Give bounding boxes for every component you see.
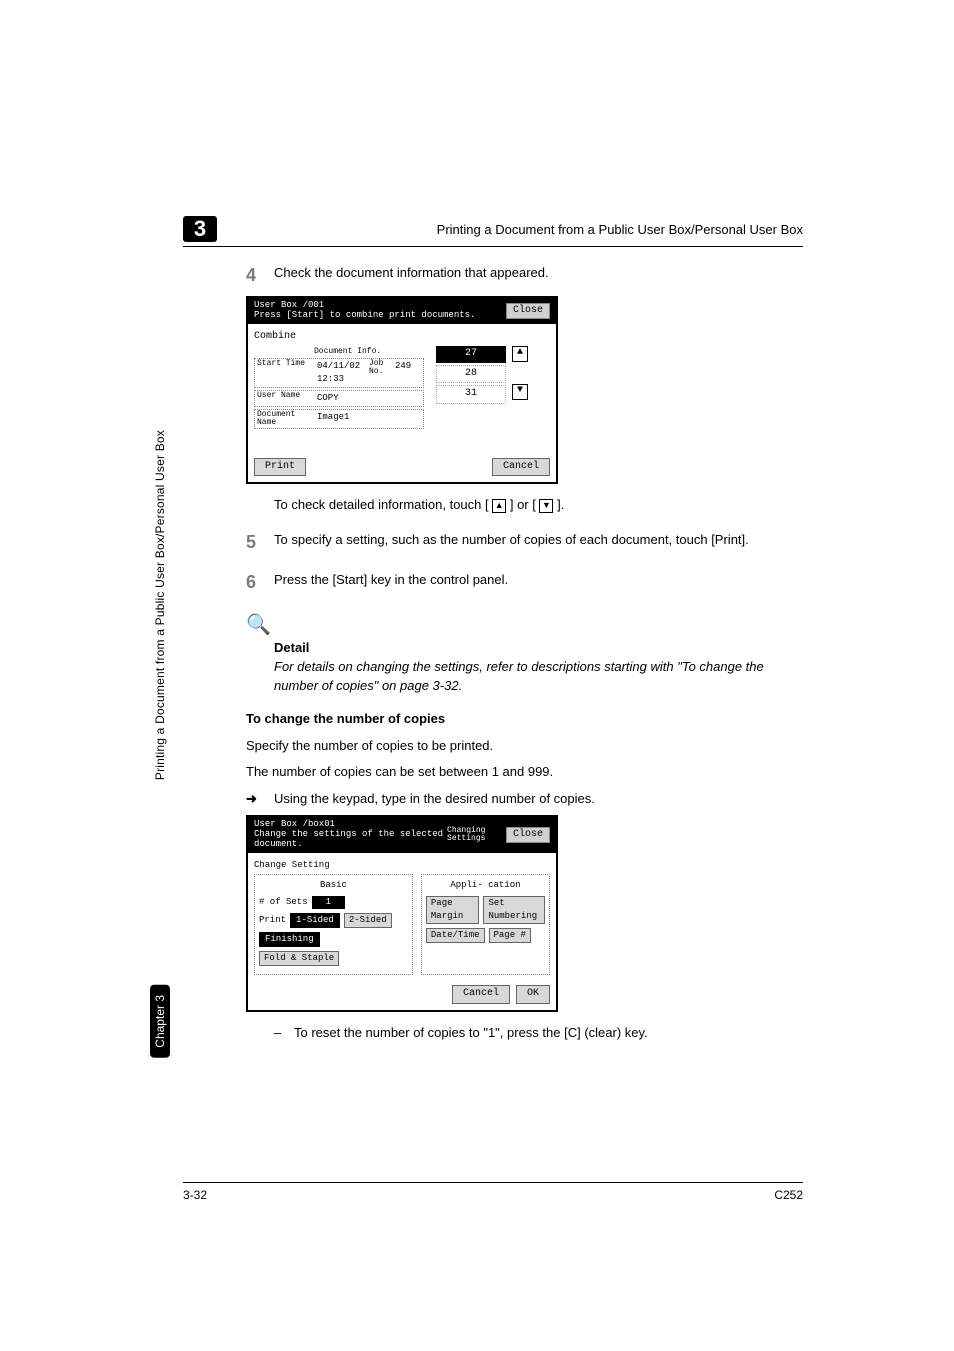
shot2-basic-panel: Basic # of Sets 1 Print 1-Sided 2-Sided …	[254, 874, 413, 975]
step-6: 6 Press the [Start] key in the control p…	[246, 569, 804, 595]
detail-heading: Detail	[274, 639, 804, 658]
subsection-heading: To change the number of copies	[246, 710, 804, 729]
shot1-cancel-button[interactable]: Cancel	[492, 458, 550, 477]
shot2-title-l2: User Box /box01	[254, 819, 335, 829]
shot2-ok-button[interactable]: OK	[516, 985, 550, 1004]
shot2-basic-head: Basic	[259, 879, 408, 892]
shot2-1sided-button[interactable]: 1-Sided	[290, 913, 340, 928]
shot1-up-arrow-icon[interactable]: ▲	[512, 346, 528, 362]
reset-note: – To reset the number of copies to "1", …	[274, 1024, 804, 1043]
side-chapter-pill: Chapter 3	[150, 985, 170, 1058]
shot1-print-button[interactable]: Print	[254, 458, 306, 477]
step-4-number: 4	[246, 262, 274, 288]
shot2-app-head: Appli- cation	[426, 879, 545, 892]
shot1-list-item[interactable]: 31	[436, 385, 506, 404]
arrow-icon: ➜	[246, 790, 274, 809]
page-footer: 3-32 C252	[183, 1188, 803, 1202]
shot2-set-numbering-button[interactable]: Set Numbering	[483, 896, 545, 924]
shot1-combine-label: Combine	[254, 330, 550, 345]
side-section-title: Printing a Document from a Public User B…	[153, 430, 167, 780]
shot2-sets-value[interactable]: 1	[312, 896, 345, 909]
inline-down-arrow-icon: ▼	[539, 499, 553, 513]
inline-up-arrow-icon: ▲	[492, 499, 506, 513]
chapter-badge: 3	[183, 216, 217, 242]
content-area: 4 Check the document information that ap…	[246, 262, 804, 1042]
footer-rule	[183, 1182, 803, 1183]
shot1-title-l1: User Box /001	[254, 300, 324, 310]
header-title: Printing a Document from a Public User B…	[437, 222, 803, 237]
arrow-text: Using the keypad, type in the desired nu…	[274, 790, 595, 809]
footer-page-number: 3-32	[183, 1188, 207, 1202]
shot1-title-l3: Press [Start] to combine print documents…	[254, 310, 475, 320]
shot1-list-item[interactable]: 28	[436, 365, 506, 384]
shot2-cancel-button[interactable]: Cancel	[452, 985, 510, 1004]
screenshot-combine-print: User Box /001 Press [Start] to combine p…	[246, 296, 558, 484]
shot2-date-time-button[interactable]: Date/Time	[426, 928, 485, 943]
shot1-down-arrow-icon[interactable]: ▼	[512, 384, 528, 400]
shot2-print-row: Print 1-Sided 2-Sided	[259, 913, 408, 928]
shot2-application-panel: Appli- cation Page Margin Set Numbering …	[421, 874, 550, 975]
shot2-sets-label: # of Sets	[259, 896, 308, 909]
shot2-title-l3: Change the settings of the selected docu…	[254, 829, 443, 849]
step-5-number: 5	[246, 529, 274, 555]
detail-body: For details on changing the settings, re…	[274, 658, 804, 696]
dash-bullet: –	[274, 1024, 294, 1043]
shot1-titlebar: User Box /001 Press [Start] to combine p…	[248, 298, 556, 324]
shot2-chg-label: Changing Settings	[447, 827, 502, 843]
shot1-close-button[interactable]: Close	[506, 303, 550, 320]
step-4-text: Check the document information that appe…	[274, 262, 549, 288]
step-5-text: To specify a setting, such as the number…	[274, 529, 749, 555]
shot1-docinfo-label: Document Info.	[254, 346, 424, 358]
shot2-change-setting-label: Change Setting	[254, 859, 550, 872]
footer-model: C252	[774, 1188, 803, 1202]
arrow-instruction: ➜ Using the keypad, type in the desired …	[246, 790, 804, 809]
shot1-scroll-arrows: ▲ ▼	[512, 346, 528, 400]
shot1-row-start-time: Start Time 04/11/02 12:33 Job No. 249	[254, 358, 424, 388]
step-4: 4 Check the document information that ap…	[246, 262, 804, 288]
para-specify: Specify the number of copies to be print…	[246, 737, 804, 756]
shot2-2sided-button[interactable]: 2-Sided	[344, 913, 392, 928]
shot1-info-panel: Document Info. Start Time 04/11/02 12:33…	[254, 346, 424, 431]
shot2-page-no-button[interactable]: Page #	[489, 928, 531, 943]
header-rule	[183, 246, 803, 247]
shot1-row-user: User Name COPY	[254, 390, 424, 407]
page-header: 3 Printing a Document from a Public User…	[183, 216, 803, 242]
reset-note-text: To reset the number of copies to "1", pr…	[294, 1024, 648, 1043]
side-tab: Printing a Document from a Public User B…	[148, 418, 172, 1058]
screenshot-change-settings: User Box /box01 Change the settings of t…	[246, 815, 558, 1011]
step-6-text: Press the [Start] key in the control pan…	[274, 569, 508, 595]
para-range: The number of copies can be set between …	[246, 763, 804, 782]
shot1-row-doc: Document Name Image1	[254, 409, 424, 429]
step-4-subtext: To check detailed information, touch [ ▲…	[274, 496, 804, 515]
shot2-finishing-button[interactable]: Finishing	[259, 932, 320, 947]
magnifier-icon: 🔍	[246, 611, 271, 640]
shot2-fold-button[interactable]: Fold & Staple	[259, 951, 339, 966]
step-5: 5 To specify a setting, such as the numb…	[246, 529, 804, 555]
shot1-list-selected[interactable]: 27	[436, 346, 506, 363]
shot1-doc-list: 27 28 31	[436, 346, 506, 431]
shot2-print-label: Print	[259, 914, 286, 927]
step-6-number: 6	[246, 569, 274, 595]
shot2-page-margin-button[interactable]: Page Margin	[426, 896, 480, 924]
shot2-close-button[interactable]: Close	[506, 827, 550, 844]
shot2-titlebar: User Box /box01 Change the settings of t…	[248, 817, 556, 853]
shot2-sets-row: # of Sets 1	[259, 896, 408, 909]
